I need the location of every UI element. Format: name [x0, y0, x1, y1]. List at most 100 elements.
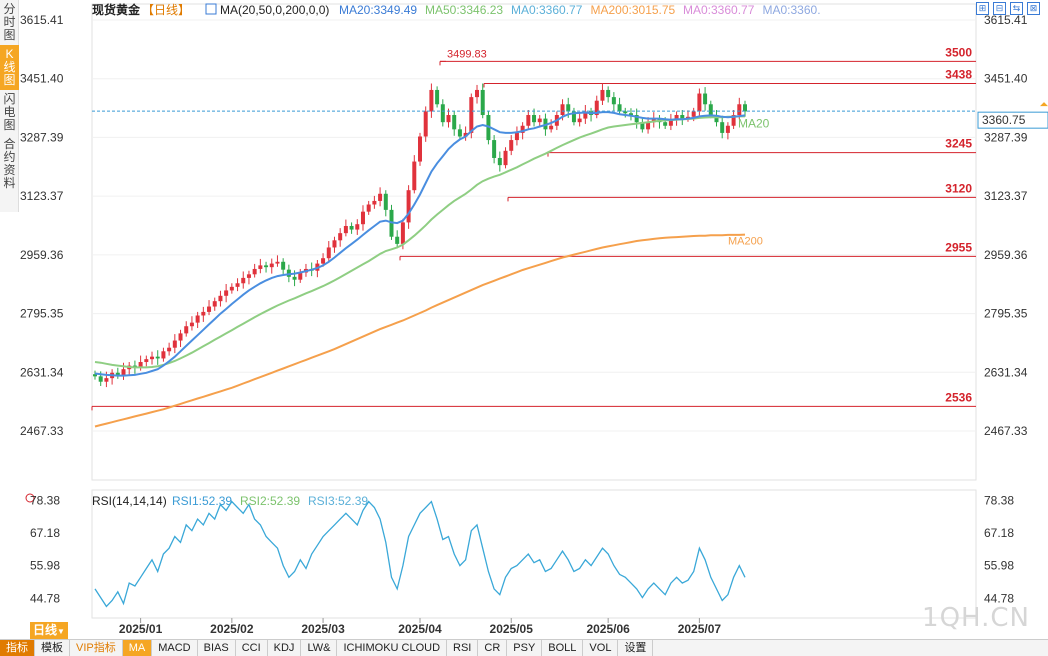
candle-body-75 — [520, 125, 525, 133]
rsi-tick-left-1: 67.18 — [30, 526, 60, 540]
candle-body-28 — [252, 268, 257, 275]
zoom-out-icon[interactable]: ⊟ — [993, 2, 1006, 15]
watermark: 1QH.CN — [922, 603, 1030, 633]
candle-body-35 — [292, 276, 297, 280]
y-tick-right-3: 3123.37 — [984, 189, 1028, 203]
candle-body-55 — [406, 190, 411, 223]
candle-body-13 — [167, 347, 172, 352]
y-tick-right-0: 3615.41 — [984, 13, 1028, 27]
candle-body-71 — [497, 157, 502, 166]
close-icon[interactable]: ⊠ — [1027, 2, 1040, 15]
candle-body-114 — [743, 104, 747, 112]
candle-body-58 — [423, 111, 428, 137]
candle-body-30 — [264, 265, 269, 268]
y-tick-left-1: 3451.40 — [20, 72, 64, 86]
tab-10[interactable]: RSI — [447, 640, 479, 656]
x-tick-5: 2025/06 — [586, 622, 630, 636]
candle-body-65 — [463, 132, 468, 137]
candle-body-1 — [98, 376, 103, 382]
candle-body-18 — [195, 315, 200, 323]
y-tick-left-7: 2467.33 — [20, 424, 64, 438]
ma-value-3: MA200:3015.75 — [591, 3, 676, 17]
y-tick-right-2: 3287.39 — [984, 130, 1028, 144]
sidebar-item-timeshare[interactable]: 分时图 — [3, 2, 16, 42]
candle-body-62 — [446, 115, 451, 123]
candle-body-14 — [172, 340, 177, 348]
candle-body-36 — [298, 272, 303, 280]
tab-13[interactable]: BOLL — [542, 640, 584, 656]
rsi-tick-right-2: 55.98 — [984, 559, 1014, 573]
tab-15[interactable]: 设置 — [618, 640, 654, 656]
tab-5[interactable]: BIAS — [198, 640, 236, 656]
candle-body-113 — [737, 104, 742, 116]
candle-body-85 — [577, 118, 582, 123]
candle-body-40 — [321, 258, 326, 264]
tab-14[interactable]: VOL — [583, 640, 619, 656]
y-tick-left-0: 3615.41 — [20, 13, 64, 27]
candle-body-68 — [480, 89, 485, 116]
candle-body-46 — [355, 224, 360, 230]
candle-body-50 — [378, 193, 383, 201]
candle-body-107 — [703, 93, 708, 105]
sidebar-item-kline[interactable]: K线图 — [0, 45, 19, 90]
candle-body-42 — [332, 240, 337, 248]
candle-body-97 — [646, 122, 651, 130]
candle-body-106 — [697, 93, 702, 112]
candle-body-108 — [708, 104, 713, 116]
candle-body-72 — [503, 150, 508, 166]
tab-6[interactable]: CCI — [236, 640, 268, 656]
level-label-2: 3245 — [945, 137, 972, 151]
ma200-line-label: MA200 — [728, 236, 763, 248]
candle-body-17 — [189, 322, 194, 327]
x-tick-0: 2025/01 — [119, 622, 163, 636]
candle-body-84 — [571, 111, 576, 123]
sidebar-item-flash[interactable]: 闪电图 — [3, 92, 16, 132]
candle-body-33 — [281, 261, 286, 270]
tab-9[interactable]: ICHIMOKU CLOUD — [337, 640, 448, 656]
rsi-panel-frame — [91, 489, 977, 619]
tab-11[interactable]: CR — [478, 640, 508, 656]
tab-12[interactable]: PSY — [507, 640, 543, 656]
candle-body-94 — [628, 113, 633, 116]
y-tick-right-5: 2795.35 — [984, 307, 1028, 321]
candle-body-12 — [161, 351, 166, 359]
candle-body-48 — [366, 204, 371, 212]
rsi-params: RSI(14,14,14) — [92, 494, 167, 508]
zoom-in-icon[interactable]: ⊞ — [976, 2, 989, 15]
tab-7[interactable]: KDJ — [268, 640, 302, 656]
tab-2[interactable]: VIP指标 — [70, 640, 123, 656]
ma50-line — [94, 115, 745, 369]
candle-body-76 — [526, 115, 531, 126]
candle-body-31 — [269, 263, 274, 268]
rsi-tick-left-2: 55.98 — [30, 559, 60, 573]
y-tick-right-1: 3451.40 — [984, 72, 1028, 86]
tab-4[interactable]: MACD — [152, 640, 198, 656]
tab-8[interactable]: LW& — [301, 640, 338, 656]
candle-body-23 — [224, 290, 229, 296]
candle-body-100 — [663, 122, 668, 126]
candle-body-112 — [731, 115, 736, 126]
candle-body-43 — [338, 233, 343, 241]
sidebar-item-contract[interactable]: 合约资料 — [3, 137, 16, 190]
ma-value-2: MA0:3360.77 — [511, 3, 583, 17]
rsi-tick-right-0: 78.38 — [984, 494, 1014, 508]
candle-body-56 — [412, 161, 417, 191]
candle-body-54 — [400, 222, 405, 244]
ma200-line — [94, 233, 746, 428]
candle-body-49 — [372, 200, 377, 205]
tab-0[interactable]: 指标 — [0, 640, 35, 656]
ma-params: MA(20,50,0,200,0,0) — [220, 3, 329, 17]
chart-period: 【日线】 — [142, 3, 190, 17]
y-tick-left-3: 3123.37 — [20, 189, 64, 203]
tab-3[interactable]: MA — [122, 640, 153, 656]
candle-body-98 — [651, 118, 656, 123]
swap-icon[interactable]: ⇆ — [1010, 2, 1023, 15]
price-chart: 现货黄金 【日线】 MA(20,50,0,200,0,0) MA20:3349.49 M… — [20, 2, 1048, 636]
candle-body-91 — [611, 97, 616, 105]
candle-body-89 — [600, 89, 605, 101]
tab-1[interactable]: 模板 — [35, 640, 70, 656]
sidebar: 分时图 K线图 闪电图 合约资料 — [0, 0, 19, 212]
candle-body-21 — [212, 301, 217, 307]
period-selector[interactable]: 日线▼ — [30, 622, 68, 640]
candle-body-110 — [720, 122, 725, 133]
